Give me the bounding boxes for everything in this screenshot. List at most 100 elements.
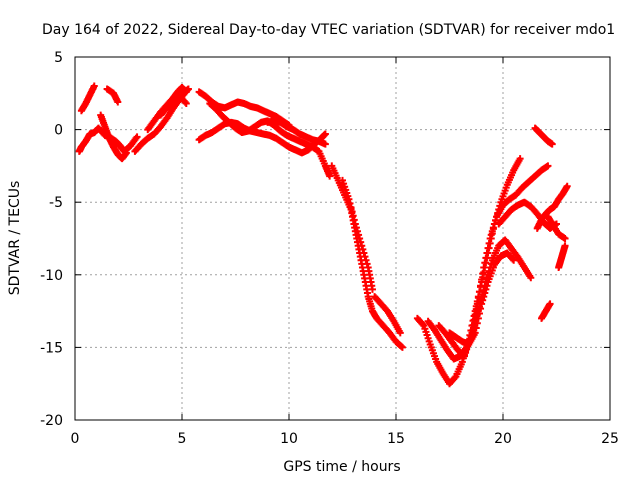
data-point bbox=[368, 285, 376, 293]
data-point bbox=[451, 374, 459, 382]
data-point bbox=[475, 310, 483, 318]
data-point bbox=[488, 227, 496, 235]
y-tick-label: 5 bbox=[54, 50, 63, 66]
data-point bbox=[182, 88, 190, 96]
data-point bbox=[480, 293, 488, 301]
data-point bbox=[359, 245, 367, 253]
series-b bbox=[77, 82, 98, 115]
axes: 0 5 10 15 20 25 -20 -15 -10 -5 0 5 bbox=[40, 50, 619, 447]
series-f bbox=[144, 83, 190, 134]
data-point bbox=[357, 238, 365, 246]
data-point bbox=[396, 329, 404, 337]
data-point bbox=[510, 256, 518, 264]
series-d bbox=[97, 111, 130, 163]
data-point bbox=[398, 343, 406, 351]
series-u bbox=[531, 124, 556, 148]
data-point bbox=[363, 260, 371, 268]
data-point bbox=[361, 253, 369, 261]
data-point bbox=[345, 195, 353, 203]
series-v bbox=[544, 213, 569, 242]
data-point bbox=[477, 305, 485, 313]
series-t bbox=[533, 182, 571, 232]
series-q bbox=[435, 162, 552, 360]
data-point bbox=[460, 352, 468, 360]
data-point bbox=[181, 98, 189, 106]
data-point bbox=[478, 300, 486, 308]
data-point bbox=[133, 133, 141, 141]
series-k bbox=[264, 117, 329, 148]
data-point bbox=[351, 220, 359, 228]
x-tick-label: 0 bbox=[71, 431, 80, 447]
series-m bbox=[339, 176, 376, 293]
y-axis-label: SDTVAR / TECUs bbox=[7, 181, 23, 296]
data-point bbox=[489, 224, 497, 232]
data-point bbox=[479, 270, 487, 278]
data-point bbox=[477, 282, 485, 290]
data-point bbox=[516, 155, 524, 163]
x-tick-label: 10 bbox=[280, 431, 298, 447]
data-point bbox=[509, 255, 517, 263]
data-point bbox=[480, 264, 488, 272]
data-point bbox=[474, 314, 482, 322]
x-tick-label: 20 bbox=[494, 431, 512, 447]
data-point bbox=[349, 212, 357, 220]
y-tick-label: -20 bbox=[40, 413, 63, 429]
data-point bbox=[358, 242, 366, 250]
data-point bbox=[346, 199, 354, 207]
data-point bbox=[481, 259, 489, 267]
series-x bbox=[555, 242, 569, 272]
data-points bbox=[75, 82, 571, 388]
data-point bbox=[563, 182, 571, 190]
data-point bbox=[561, 235, 569, 242]
data-point bbox=[475, 288, 483, 296]
data-point bbox=[90, 82, 98, 90]
data-point bbox=[487, 231, 495, 239]
data-point bbox=[482, 285, 490, 293]
data-point bbox=[478, 276, 486, 284]
data-point bbox=[352, 224, 360, 232]
y-tick-label: 0 bbox=[54, 123, 63, 139]
data-point bbox=[350, 216, 358, 224]
data-point bbox=[484, 244, 492, 252]
data-point bbox=[362, 256, 370, 264]
data-point bbox=[485, 239, 493, 247]
data-point bbox=[326, 172, 334, 180]
data-point bbox=[527, 274, 535, 282]
series-r bbox=[446, 249, 518, 348]
data-point bbox=[544, 162, 552, 170]
data-point bbox=[473, 319, 481, 327]
data-point bbox=[182, 99, 190, 107]
plot-frame bbox=[74, 56, 611, 421]
series-p bbox=[424, 236, 535, 363]
data-point bbox=[561, 242, 569, 250]
data-point bbox=[462, 349, 470, 357]
y-tick-label: -10 bbox=[40, 268, 63, 284]
data-point bbox=[481, 289, 489, 297]
data-point bbox=[486, 235, 494, 242]
y-tick-label: -15 bbox=[40, 340, 63, 356]
data-point bbox=[122, 149, 130, 157]
x-tick-label: 15 bbox=[387, 431, 405, 447]
data-point bbox=[482, 254, 490, 262]
data-point bbox=[353, 227, 361, 235]
data-point bbox=[546, 300, 554, 308]
series-c bbox=[103, 85, 122, 106]
data-point bbox=[356, 235, 364, 242]
data-point bbox=[472, 324, 480, 332]
chart-title: Day 164 of 2022, Sidereal Day-to-day VTE… bbox=[42, 22, 615, 38]
x-tick-label: 5 bbox=[178, 431, 187, 447]
series-n bbox=[371, 293, 404, 337]
y-tick-label: -5 bbox=[49, 195, 63, 211]
series-j bbox=[206, 99, 334, 180]
series-w bbox=[538, 300, 554, 322]
data-point bbox=[321, 140, 329, 148]
data-point bbox=[114, 98, 122, 106]
grid-lines bbox=[75, 57, 610, 420]
data-point bbox=[474, 294, 482, 302]
data-point bbox=[483, 249, 491, 257]
data-point bbox=[492, 216, 500, 224]
data-point bbox=[471, 329, 479, 337]
series-h bbox=[195, 88, 293, 129]
data-point bbox=[348, 208, 356, 216]
